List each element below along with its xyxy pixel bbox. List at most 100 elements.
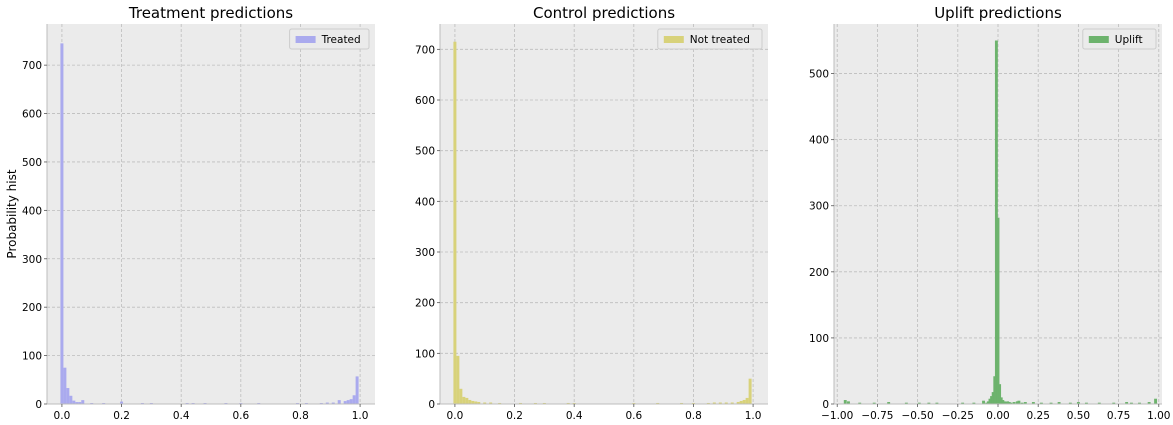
histogram-bar [1084, 402, 1088, 404]
histogram-bar [474, 401, 478, 404]
histogram-bar [887, 402, 891, 404]
histogram-bar [996, 217, 1000, 404]
x-tick-label: 0.25 [1027, 410, 1050, 422]
histogram-bar [477, 401, 481, 404]
histogram-bar [1017, 400, 1021, 404]
histogram-bar [1004, 402, 1008, 404]
histogram-bar [471, 400, 475, 404]
histogram-bar [999, 397, 1003, 404]
histogram-bar [1147, 402, 1151, 404]
y-tick-label: 300 [22, 254, 42, 266]
histogram-bar [991, 392, 995, 404]
histogram-bar [1130, 402, 1133, 404]
chart-panel-1: 0.0 0.2 0.4 0.6 0.8 1.0 0 100 200 300 400 500 600 700… [5, 4, 375, 422]
histogram-bar [872, 402, 876, 404]
histogram-bar [858, 402, 862, 404]
histogram-bar [69, 395, 73, 404]
histogram-bar [739, 400, 743, 404]
plot-area [47, 24, 375, 404]
plot-area [440, 24, 768, 404]
y-tick-label: 100 [415, 348, 435, 360]
histogram-bar [1039, 402, 1043, 404]
histogram-bar [75, 402, 79, 404]
legend-swatch [295, 36, 316, 43]
histogram-bar [331, 402, 335, 404]
histogram-bar [1068, 402, 1072, 404]
histogram-bar [961, 402, 965, 404]
y-tick-label: 600 [22, 109, 42, 121]
x-tick-label: −0.75 [861, 410, 893, 422]
histogram-bar [985, 402, 989, 404]
legend-swatch [1088, 36, 1109, 43]
histogram-bar [81, 400, 85, 404]
histogram-bar [489, 402, 493, 404]
histogram-bar [1009, 402, 1013, 404]
chart-panel-3: −1.00 −0.75 −0.50 −0.25 0.00 0.25 0.50 0.75 1.00… [809, 4, 1171, 422]
histogram-bar [63, 367, 67, 404]
histogram-bar [680, 402, 684, 404]
legend-label: Treated [321, 34, 361, 46]
histogram-bar [1023, 402, 1027, 404]
histogram-bar [343, 401, 347, 404]
x-tick-label: 1.0 [352, 410, 369, 422]
y-tick-label: 0 [35, 399, 42, 411]
histogram-bar [904, 402, 908, 404]
y-tick-label: 700 [22, 60, 42, 72]
histogram-bar [742, 399, 746, 404]
histogram-bar [935, 402, 939, 404]
histogram-bar [1001, 400, 1005, 404]
histogram-bar [346, 400, 350, 404]
histogram-bar [1138, 402, 1141, 404]
histogram-bar [1015, 401, 1019, 404]
histogram-bar [1112, 402, 1116, 404]
histogram-bar [355, 376, 359, 404]
histogram-bar [465, 397, 469, 404]
y-axis-label: Probability hist [5, 169, 19, 258]
y-tick-label: 0 [822, 399, 829, 411]
x-tick-label: 0.4 [173, 410, 190, 422]
x-tick-label: 0.8 [685, 410, 702, 422]
histogram-bar [990, 396, 994, 404]
histogram-bar [337, 400, 341, 404]
histogram-bar [1154, 398, 1158, 404]
y-tick-label: 600 [415, 95, 435, 107]
x-tick-label: 0.2 [506, 410, 523, 422]
histogram-bar [1020, 402, 1024, 404]
histogram-bar [730, 402, 734, 404]
histogram-bar [483, 402, 487, 404]
histogram-bar [847, 401, 850, 404]
histogram-bar [748, 378, 752, 404]
histogram-bar [72, 400, 76, 404]
chart-title: Control predictions [533, 4, 675, 22]
x-tick-label: 0.6 [232, 410, 249, 422]
x-tick-label: 0.4 [566, 410, 583, 422]
histogram-bar [468, 399, 472, 404]
y-tick-label: 300 [415, 247, 435, 259]
histogram-bar [994, 40, 998, 405]
histogram-bar [1057, 402, 1061, 404]
histogram-bar [993, 376, 997, 404]
histogram-bar [656, 402, 660, 404]
x-tick-label: 0.75 [1107, 410, 1130, 422]
histogram-bar [982, 400, 985, 404]
histogram-bar [712, 402, 716, 404]
histogram-bar [927, 402, 931, 404]
chart-title: Treatment predictions [128, 4, 293, 22]
y-tick-label: 0 [428, 399, 435, 411]
histogram-bar [1002, 401, 1006, 404]
histogram-bar [66, 388, 70, 404]
histogram-bar [453, 41, 457, 404]
histogram-bar [1007, 402, 1011, 404]
x-tick-label: 0.0 [447, 410, 464, 422]
histogram-bar [1049, 402, 1053, 404]
histogram-bar [519, 402, 522, 404]
histogram-bar [1031, 402, 1035, 404]
histogram-bar [120, 401, 124, 404]
y-tick-label: 200 [22, 302, 42, 314]
x-tick-label: 0.6 [625, 410, 642, 422]
histogram-bar [566, 402, 570, 404]
histogram-bar [736, 401, 740, 404]
y-tick-label: 400 [809, 135, 829, 147]
x-tick-label: 1.0 [745, 410, 762, 422]
